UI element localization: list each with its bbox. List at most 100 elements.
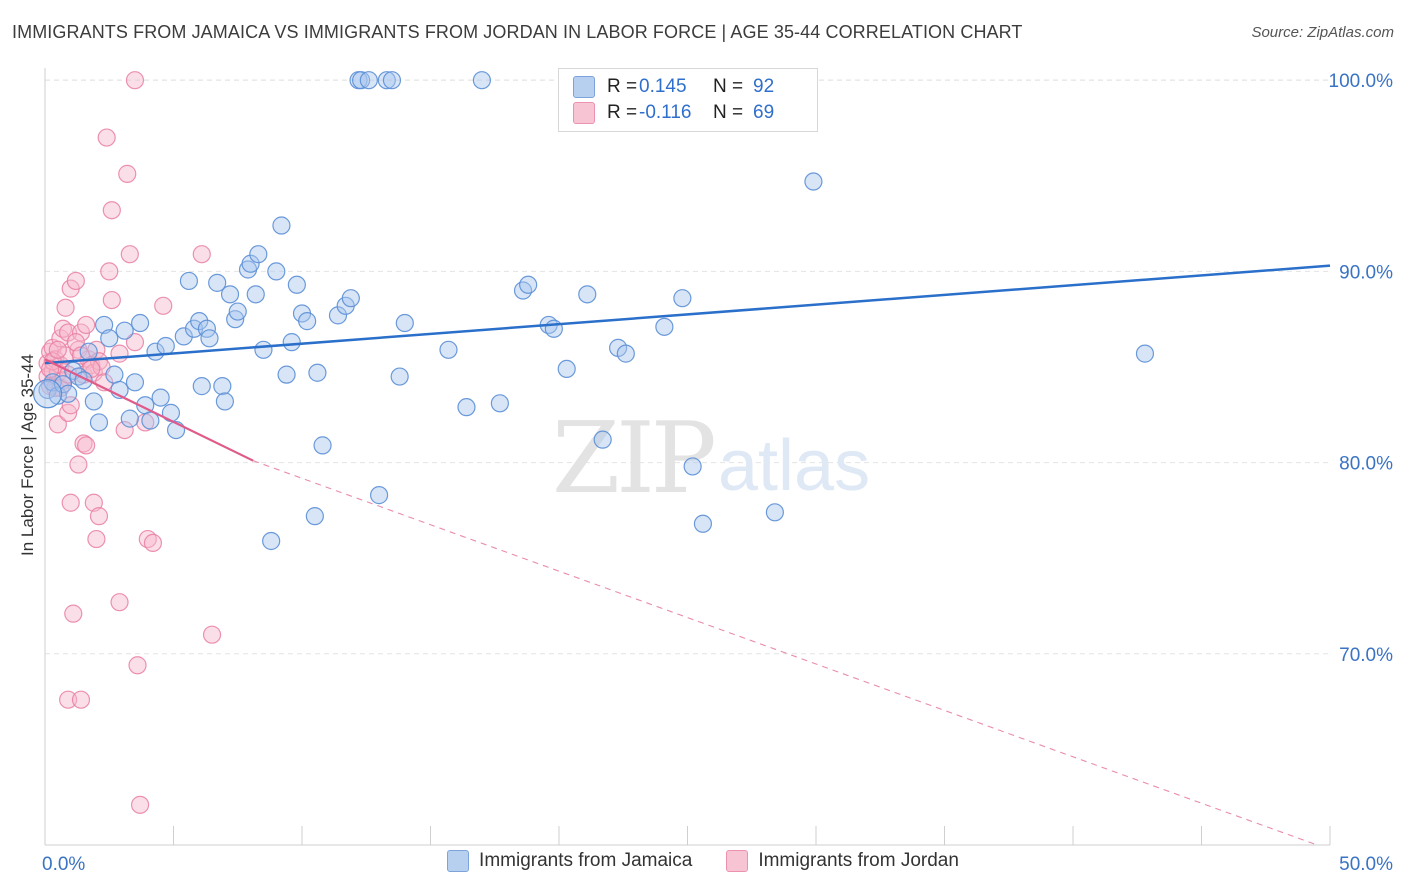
jordan-point-54 [143,533,163,553]
jamaica-point-51 [298,312,317,331]
jamaica-point-75 [578,285,597,304]
jamaica-point-17 [125,373,145,392]
watermark-atlas: atlas [718,426,870,506]
jamaica-point-12 [100,329,119,348]
jamaica-point-35 [215,392,234,411]
r-label: R = [607,76,638,97]
jamaica-point-27 [179,271,199,291]
x-tick-label-min: 0.0% [42,854,85,875]
jordan-n-value: 69 [753,102,775,123]
jamaica-point-41 [246,285,265,304]
jamaica-point-44 [262,531,281,551]
jamaica-point-10 [89,413,109,432]
jordan-point-24 [69,455,88,474]
jamaica-point-33 [208,273,227,292]
legend-item-jamaica[interactable]: Immigrants from Jamaica [447,850,692,872]
jamaica-point-9 [84,392,103,411]
jamaica-point-20 [141,411,160,430]
jordan-point-32 [84,493,103,512]
jamaica-point-70 [513,281,533,300]
watermark-zip: ZIP [552,402,714,516]
jamaica-point-34 [213,377,232,396]
jordan-point-8 [48,415,67,434]
jordan-point-29 [77,436,96,455]
jamaica-point-4 [59,384,78,403]
jamaica-point-85 [804,172,823,191]
jordan-point-39 [97,128,116,147]
jordan-r-value: -0.116 [639,102,692,123]
jamaica-point-3 [53,375,73,394]
jordan-trend-line [44,358,254,462]
jamaica-point-53 [308,363,327,382]
jamaica-point-59 [352,71,371,90]
chart-title: IMMIGRANTS FROM JAMAICA VS IMMIGRANTS FR… [12,22,1023,42]
jordan-point-36 [89,507,109,526]
jamaica-point-57 [341,289,360,308]
jordan-swatch [573,102,595,124]
x-tick-labels: 0.0% 50.0% [42,854,1393,875]
axes [44,68,1331,846]
jamaica-point-47 [277,365,296,384]
jordan-point-49 [125,333,145,352]
jamaica-point-52 [305,507,324,526]
jamaica-point-29 [190,312,209,331]
jordan-point-58 [59,690,78,709]
jordan-point-61 [48,340,67,359]
jamaica-point-48 [282,333,301,352]
trend-lines [44,264,1331,846]
y-tick-label-70: 70.0% [1339,645,1393,666]
jamaica-point-36 [220,285,240,304]
jamaica-point-76 [593,430,612,449]
jamaica-point-13 [105,365,124,384]
stats-row-jordan: R = -0.116 N = 69 [573,100,774,126]
jordan-point-59 [71,690,91,709]
jordan-point-47 [120,245,139,264]
jordan-point-42 [102,201,121,220]
jamaica-point-63 [382,71,402,90]
jamaica-point-8 [79,342,98,361]
y-tick-label-100: 100.0% [1329,71,1394,92]
jordan-point-35 [87,529,106,549]
jamaica-point-79 [655,317,674,336]
jamaica-point-22 [151,388,170,407]
jordan-point-57 [202,625,222,644]
n-label: N = [713,102,744,123]
watermark: ZIP atlas [552,402,870,516]
jamaica-r-value: 0.145 [639,76,687,97]
r-label: R = [607,102,638,123]
jamaica-point-86 [1135,344,1155,363]
jordan-point-64 [66,333,85,352]
jordan-point-21 [64,604,83,623]
legend-label-jordan: Immigrants from Jordan [758,850,959,871]
jordan-point-28 [77,315,96,335]
jordan-point-51 [130,795,150,814]
jordan-trend-extension [252,460,1318,846]
jamaica-n-value: 92 [753,76,775,97]
jamaica-point-54 [313,436,332,455]
jordan-points [38,71,222,814]
legend-item-jordan[interactable]: Immigrants from Jordan [726,850,959,872]
legend-swatch-jordan [726,850,749,872]
jamaica-point-62 [377,71,396,90]
jordan-point-50 [128,656,147,675]
jordan-point-46 [118,164,137,183]
jamaica-point-74 [557,359,576,379]
jamaica-swatch [573,76,595,98]
grid-lines [45,79,1330,655]
legend: Immigrants from Jamaica Immigrants from … [0,850,1406,872]
jamaica-point-66 [439,340,458,359]
jordan-point-56 [192,245,211,264]
jordan-point-20 [61,493,80,512]
jamaica-point-65 [395,313,414,333]
stats-box: R = 0.145 N = 92 R = -0.116 N = 69 [558,68,818,132]
jamaica-point-40 [241,254,260,273]
jordan-point-40 [100,262,119,281]
jordan-point-19 [61,396,80,415]
jamaica-point-69 [490,394,509,413]
jamaica-point-23 [156,336,175,356]
jamaica-point-61 [370,486,389,505]
jamaica-point-15 [115,321,134,340]
jordan-point-26 [74,434,93,453]
jamaica-point-49 [287,275,306,294]
